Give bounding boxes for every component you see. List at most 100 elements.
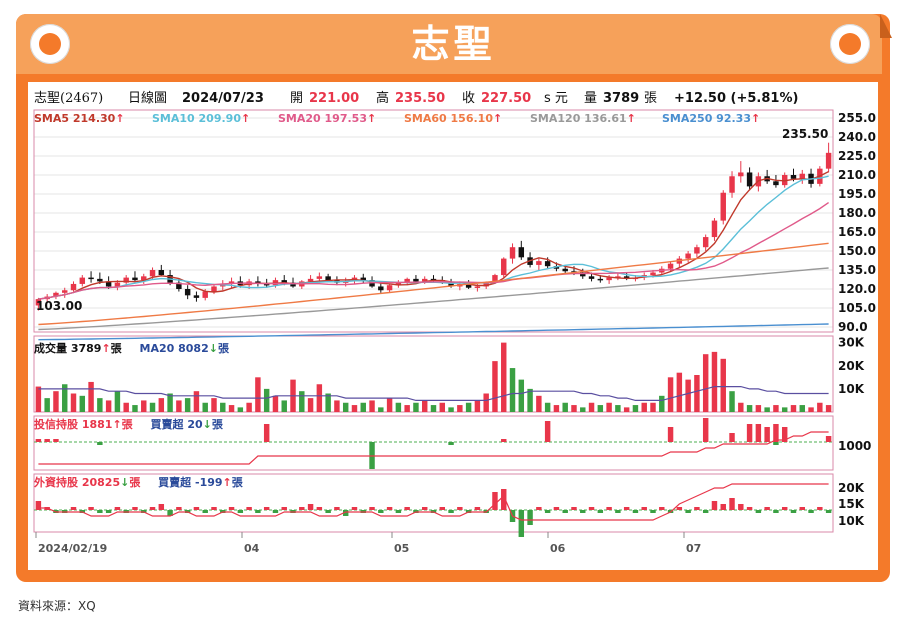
candle — [518, 240, 525, 260]
candle — [509, 243, 516, 264]
volume-bar — [141, 400, 147, 412]
quote-date: 2024/07/23 — [182, 91, 264, 106]
sma-legend: SMA5 214.30↑ SMA10 209.90↑ SMA20 197.53↑… — [34, 112, 760, 125]
volume-bar — [448, 407, 454, 412]
volume-bar — [167, 393, 173, 412]
foreign-bar — [263, 507, 270, 510]
volume-bar — [44, 398, 50, 412]
candle — [536, 258, 542, 270]
volume-bar — [307, 398, 314, 412]
volume-tick-label: 10K — [838, 382, 865, 396]
foreign-bar — [404, 507, 410, 510]
candle-body — [650, 272, 656, 276]
candle — [184, 285, 191, 300]
trust-layer — [34, 418, 833, 469]
candle — [228, 277, 235, 288]
foreign-bar — [342, 510, 349, 516]
volume-bar — [193, 391, 200, 412]
price-tick-label: 165.0 — [838, 225, 876, 239]
foreign-bar — [781, 507, 788, 510]
high-annotation: 235.50 — [782, 127, 828, 141]
foreign-bar — [571, 507, 577, 510]
volume-bar — [421, 400, 428, 412]
volume-bar — [808, 407, 814, 412]
volume-bar — [492, 361, 498, 412]
foreign-bar — [246, 507, 252, 510]
open-value: 221.00 — [309, 91, 359, 106]
trust-bar — [773, 424, 779, 442]
candle-body — [88, 277, 94, 280]
trust-bar — [702, 418, 709, 442]
panel-border-3 — [33, 473, 834, 533]
candle-body — [492, 275, 498, 283]
foreign-bar — [307, 504, 314, 510]
foreign-bar — [790, 510, 797, 513]
panel-border-2 — [33, 415, 834, 471]
price-tick-label: 180.0 — [838, 206, 876, 220]
candle-body — [544, 261, 551, 267]
title-banner — [16, 14, 882, 74]
volume-bar — [781, 407, 788, 412]
volume-bar — [509, 368, 516, 412]
candle — [615, 272, 621, 281]
foreign-bar — [378, 510, 384, 513]
trust-bar — [773, 442, 779, 445]
candle-body — [623, 276, 630, 279]
volume-bar — [299, 391, 305, 412]
volume-bar — [430, 405, 437, 412]
candle — [676, 256, 683, 268]
left-circle-ornament — [30, 24, 70, 64]
panel-borders — [33, 109, 834, 533]
foreign-bar — [492, 492, 498, 510]
volume-bar — [685, 379, 691, 412]
candle-body — [79, 277, 86, 284]
volume-bar — [825, 405, 832, 412]
candle-body — [606, 277, 612, 281]
candle-body — [228, 281, 235, 284]
source-caption: 資料來源：XQ — [18, 599, 96, 613]
candle — [404, 277, 410, 286]
trust-bar — [97, 442, 103, 445]
volume-bar — [272, 395, 279, 412]
sma-legend-1: SMA10 209.90↑ — [152, 112, 250, 125]
foreign-bar — [685, 510, 691, 513]
change-value: +12.50 (+5.81%) — [674, 91, 798, 106]
foreign-bar — [316, 507, 323, 510]
candle-body — [149, 270, 156, 277]
foreign-bar — [114, 507, 121, 510]
foreign-bar — [149, 507, 156, 510]
candle — [79, 275, 86, 287]
foreign-bar — [88, 507, 94, 510]
volume-label: 量 — [584, 91, 597, 106]
candle-body — [711, 220, 718, 238]
candle-body — [702, 237, 709, 248]
sma-legend-3: SMA60 156.10↑ — [404, 112, 502, 125]
volume-bar — [553, 405, 560, 412]
price-tick-label: 255.0 — [838, 111, 876, 125]
volume-bar — [562, 402, 568, 412]
page-fold-ornament — [880, 14, 892, 38]
trust-bar — [667, 427, 674, 442]
candle-body — [176, 282, 182, 289]
candle-body — [518, 247, 525, 258]
trust-bar — [501, 439, 507, 442]
candle-body — [465, 283, 472, 288]
candle-body — [448, 282, 454, 287]
candle-body — [70, 283, 77, 291]
foreign-tick-label: 10K — [838, 514, 865, 528]
volume-bar — [184, 398, 191, 412]
volume-bar — [62, 384, 68, 412]
foreign-tick-label: 15K — [838, 497, 865, 511]
sma-legend-0: SMA5 214.30↑ — [34, 112, 125, 125]
candle — [158, 264, 165, 277]
foreign-bar — [228, 507, 235, 510]
volume-bar — [773, 405, 779, 412]
volume-bar — [457, 405, 463, 412]
foreign-bar — [588, 507, 595, 510]
volume-bar — [518, 379, 525, 412]
candle — [299, 280, 305, 289]
foreign-bar — [70, 507, 77, 510]
foreign-bar — [746, 507, 753, 510]
volume-bar — [316, 384, 323, 412]
foreign-bar — [597, 510, 604, 513]
